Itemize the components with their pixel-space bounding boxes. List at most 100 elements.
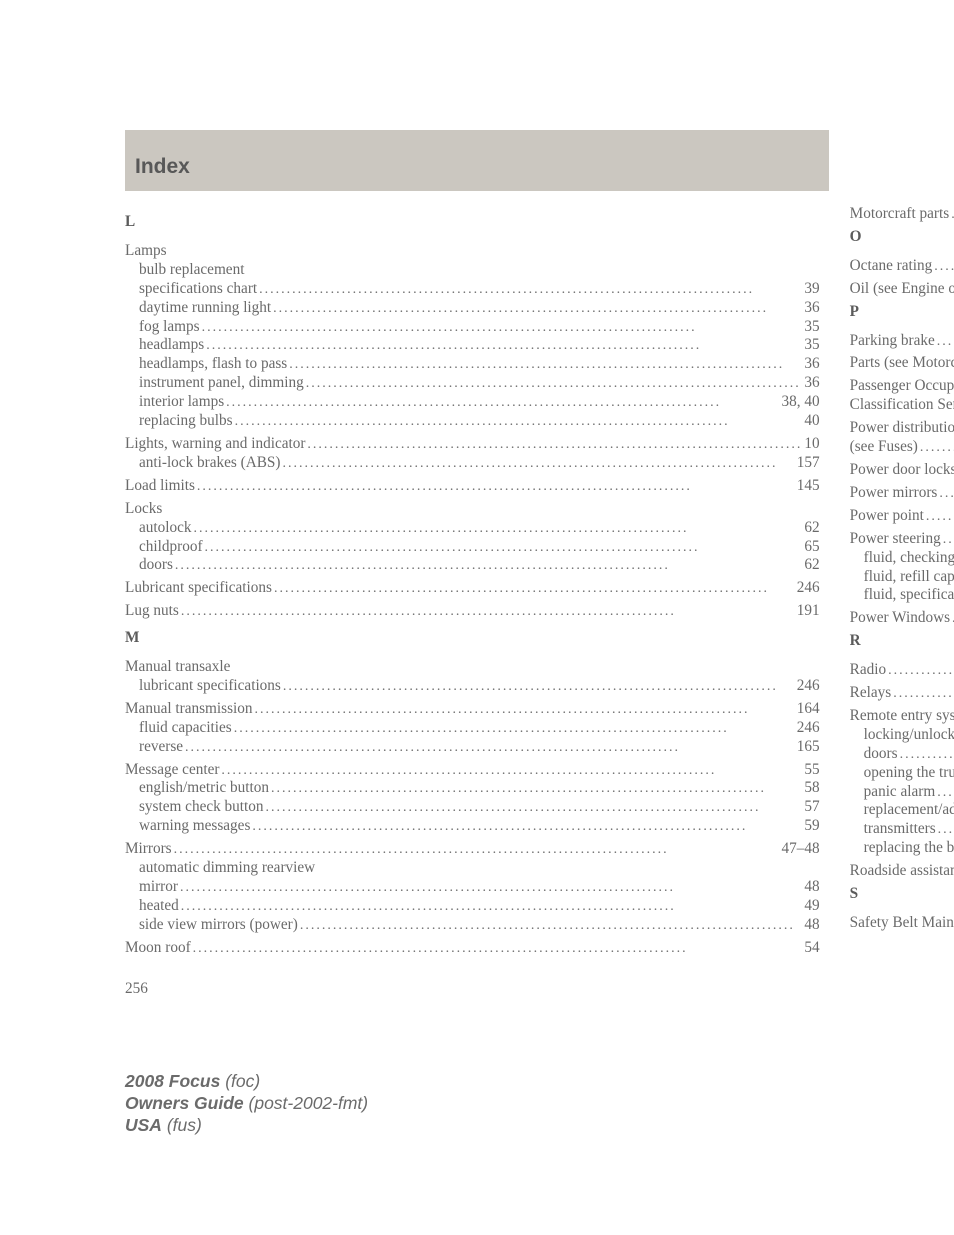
- index-entry-page: 38, 40: [782, 393, 820, 412]
- index-entry-label: Relays: [850, 684, 892, 703]
- leader-dots: [935, 333, 954, 350]
- index-section-letter: S: [850, 885, 954, 904]
- index-entry-label: mirror: [139, 878, 178, 897]
- index-entry-row: Lubricant specifications 246: [125, 579, 820, 598]
- index-entry-head: replacement/additional: [850, 801, 954, 820]
- index-entry-label: bulb replacement: [139, 261, 244, 280]
- index-entry-page: 40: [804, 412, 819, 431]
- index-entry-group: Locksautolock 62childproof 65doors 62: [125, 500, 820, 576]
- footer-model: 2008 Focus: [125, 1071, 220, 1091]
- index-entry-label: replacement/additional: [864, 801, 954, 820]
- index-entry-row: headlamps, flash to pass 36: [125, 355, 820, 374]
- index-entry-row: reverse 165: [125, 738, 820, 757]
- index-entry-label: Power Windows: [850, 609, 950, 628]
- index-entry-row: Motorcraft parts 213, 229, 244: [850, 205, 954, 224]
- leader-dots: [183, 739, 797, 756]
- index-entry-page: 10: [804, 435, 819, 454]
- index-entry-row: fluid, checking and adding 240: [850, 549, 954, 568]
- index-entry-row: instrument panel, dimming 36: [125, 374, 820, 393]
- index-entry-label: Classification Sensor: [850, 396, 954, 415]
- footer-block: 2008 Focus (foc) Owners Guide (post-2002…: [125, 1071, 368, 1137]
- index-entry-page: 165: [797, 738, 820, 757]
- index-entry-page: 48: [804, 878, 819, 897]
- index-entry-row: autolock 62: [125, 519, 820, 538]
- page-content: Index LLampsbulb replacementspecificatio…: [0, 0, 954, 998]
- index-entry-page: 57: [804, 798, 819, 817]
- index-entry-label: Lubricant specifications: [125, 579, 272, 598]
- footer-model-code: (foc): [220, 1071, 260, 1091]
- index-entry-label: replacing the batteries: [864, 839, 954, 858]
- index-entry-group: Power distribution box(see Fuses) 173: [850, 419, 954, 457]
- index-entry-row: Radio 17: [850, 661, 954, 680]
- index-section-letter: R: [850, 632, 954, 651]
- index-column-left: LLampsbulb replacementspecifications cha…: [125, 205, 820, 962]
- index-entry-group: Message center 55english/metric button 5…: [125, 761, 820, 837]
- leader-dots: [272, 580, 797, 597]
- index-entry-label: Oil (see Engine oil): [850, 280, 954, 299]
- index-entry-label: reverse: [139, 738, 183, 757]
- index-entry-label: Manual transmission: [125, 700, 253, 719]
- index-entry-label: side view mirrors (power): [139, 916, 298, 935]
- index-entry-group: Power Windows 46: [850, 609, 954, 628]
- index-entry-row: headlamps 35: [125, 336, 820, 355]
- index-entry-label: locking/unlocking: [864, 726, 954, 745]
- index-entry-row: Classification Sensor 82: [850, 396, 954, 415]
- page-title: Index: [135, 155, 829, 179]
- index-entry-page: 47–48: [782, 840, 820, 859]
- index-section-letter: P: [850, 303, 954, 322]
- leader-dots: [233, 413, 805, 430]
- index-entry-label: Power mirrors: [850, 484, 938, 503]
- index-entry-group: Power door locks 62: [850, 461, 954, 480]
- index-entry-row: side view mirrors (power) 48: [125, 916, 820, 935]
- index-entry-page: 65: [804, 538, 819, 557]
- index-entry-label: english/metric button: [139, 779, 269, 798]
- index-entry-group: Parking brake 157: [850, 332, 954, 351]
- index-entry-label: Radio: [850, 661, 886, 680]
- index-columns: LLampsbulb replacementspecifications cha…: [125, 205, 829, 962]
- index-entry-row: opening the trunk 69: [850, 764, 954, 783]
- index-entry-head: automatic dimming rearview: [125, 859, 820, 878]
- index-entry-label: (see Fuses): [850, 438, 918, 457]
- index-entry-page: 48: [804, 916, 819, 935]
- index-entry-head: bulb replacement: [125, 261, 820, 280]
- index-entry-label: interior lamps: [139, 393, 224, 412]
- index-entry-row: Power door locks 62: [850, 461, 954, 480]
- index-entry-row: anti-lock brakes (ABS) 157: [125, 454, 820, 473]
- leader-dots: [898, 746, 954, 763]
- index-entry-page: 36: [804, 355, 819, 374]
- leader-dots: [281, 678, 797, 695]
- index-section-letter: M: [125, 629, 820, 648]
- index-entry-row: Safety Belt Maintenance 90: [850, 914, 954, 933]
- index-entry-label: opening the trunk: [864, 764, 954, 783]
- footer-line-3: USA (fus): [125, 1115, 368, 1137]
- leader-dots: [937, 485, 954, 502]
- leader-dots: [179, 603, 797, 620]
- index-entry-label: Power door locks: [850, 461, 954, 480]
- index-entry-group: Lights, warning and indicator 10anti-loc…: [125, 435, 820, 473]
- index-entry-page: 246: [797, 579, 820, 598]
- leader-dots: [305, 436, 804, 453]
- leader-dots: [949, 206, 954, 223]
- index-entry-page: 35: [804, 336, 819, 355]
- index-entry-page: 145: [797, 477, 820, 496]
- index-entry-row: Moon roof 54: [125, 939, 820, 958]
- leader-dots: [935, 784, 954, 801]
- index-entry-page: 35: [804, 318, 819, 337]
- index-entry-label: instrument panel, dimming: [139, 374, 304, 393]
- index-entry-row: fog lamps 35: [125, 318, 820, 337]
- index-entry-label: heated: [139, 897, 179, 916]
- index-entry-row: fluid capacities 246: [125, 719, 820, 738]
- index-entry-group: Radio 17: [850, 661, 954, 680]
- index-entry-label: childproof: [139, 538, 203, 557]
- leader-dots: [200, 319, 805, 336]
- index-entry-group: Load limits 145: [125, 477, 820, 496]
- leader-dots: [950, 610, 954, 627]
- index-entry-label: transmitters: [864, 820, 936, 839]
- index-entry-page: 191: [797, 602, 820, 621]
- leader-dots: [232, 720, 797, 737]
- index-entry-page: 246: [797, 719, 820, 738]
- index-entry-group: Power steering 159fluid, checking and ad…: [850, 530, 954, 606]
- index-entry-label: Power point: [850, 507, 924, 526]
- index-entry-group: Remote entry system 67locking/unlockingd…: [850, 707, 954, 858]
- index-entry-row: mirror 48: [125, 878, 820, 897]
